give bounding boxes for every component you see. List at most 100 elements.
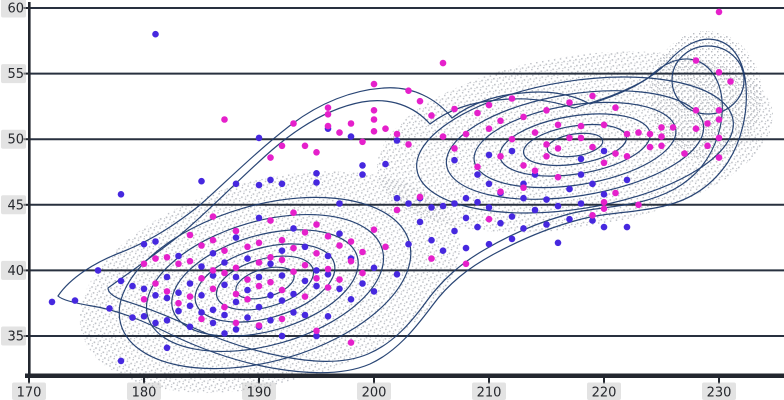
data-point-blue_points (71, 297, 79, 304)
data-point-magenta_points (692, 107, 700, 114)
data-point-blue_points (347, 296, 355, 303)
data-point-magenta_points (612, 189, 619, 197)
data-point-magenta_points (658, 133, 665, 140)
data-point-magenta_points (623, 130, 631, 138)
data-point-magenta_points (152, 255, 159, 262)
data-point-magenta_points (393, 206, 401, 214)
data-point-blue_points (232, 273, 240, 281)
data-point-blue_points (405, 240, 412, 248)
data-point-magenta_points (658, 124, 665, 131)
data-point-magenta_points (336, 276, 343, 283)
data-point-blue_points (186, 323, 194, 331)
data-point-magenta_points (278, 142, 286, 150)
data-point-blue_points (255, 181, 263, 189)
data-point-blue_points (267, 317, 274, 324)
data-point-blue_points (152, 238, 159, 245)
data-point-magenta_points (439, 133, 447, 140)
data-point-magenta_points (543, 153, 550, 160)
data-point-magenta_points (221, 303, 228, 311)
data-point-magenta_points (370, 226, 378, 233)
data-point-blue_points (140, 313, 148, 320)
data-point-magenta_points (428, 112, 435, 119)
data-point-magenta_points (612, 150, 619, 157)
data-point-magenta_points (715, 8, 723, 16)
data-point-blue_points (462, 244, 470, 252)
data-point-magenta_points (336, 242, 343, 249)
data-point-blue_points (359, 171, 366, 178)
axis-spines (25, 2, 784, 378)
x-tick-label-box (127, 382, 161, 400)
data-point-blue_points (313, 170, 320, 177)
y-tick-label-box (1, 0, 26, 18)
data-point-blue_points (600, 223, 608, 231)
data-point-magenta_points (554, 121, 562, 129)
data-point-magenta_points (589, 143, 596, 151)
data-point-magenta_points (278, 286, 286, 294)
data-point-magenta_points (221, 247, 228, 254)
data-point-blue_points (255, 134, 263, 142)
data-point-magenta_points (704, 120, 711, 127)
data-point-blue_points (301, 243, 309, 251)
data-point-blue_points (474, 171, 481, 178)
data-point-blue_points (485, 204, 493, 211)
data-point-magenta_points (566, 99, 573, 106)
data-point-magenta_points (152, 280, 159, 287)
data-point-blue_points (324, 252, 332, 260)
data-point-blue_points (313, 179, 320, 186)
data-point-blue_points (198, 263, 205, 270)
x-tick-label-200: 200 (362, 386, 387, 400)
data-point-magenta_points (727, 78, 734, 85)
data-point-blue_points (508, 147, 516, 155)
data-point-magenta_points (370, 107, 378, 114)
data-point-blue_points (600, 147, 608, 155)
data-point-magenta_points (589, 92, 596, 100)
data-point-magenta_points (232, 264, 240, 272)
data-point-magenta_points (313, 275, 320, 282)
data-point-blue_points (221, 259, 228, 266)
data-point-magenta_points (324, 265, 332, 273)
data-point-magenta_points (612, 104, 619, 111)
data-point-magenta_points (278, 315, 286, 323)
data-point-magenta_points (692, 57, 700, 64)
data-point-magenta_points (244, 296, 251, 303)
y-tick-label-box (1, 64, 26, 84)
data-point-blue_points (129, 282, 136, 290)
data-point-blue_points (416, 218, 424, 226)
x-tick-label-box (242, 382, 276, 400)
data-point-magenta_points (232, 290, 240, 298)
x-tick-label-230: 230 (707, 386, 732, 400)
data-point-blue_points (278, 180, 286, 188)
data-point-blue_points (359, 162, 366, 169)
data-point-magenta_points (462, 260, 470, 268)
data-point-magenta_points (382, 125, 389, 132)
data-point-magenta_points (198, 275, 205, 282)
tick-labels: 35 40 45 50 55 60 170 180 190 200 210 220 230 (1, 0, 736, 400)
data-point-blue_points (278, 247, 286, 254)
data-point-magenta_points (485, 215, 493, 223)
data-point-blue_points (623, 176, 631, 184)
data-point-blue_points (255, 214, 263, 222)
data-point-magenta_points (497, 117, 504, 125)
data-point-blue_points (140, 240, 148, 248)
y-tick-label-box (1, 326, 26, 346)
data-point-magenta_points (416, 97, 424, 105)
data-point-magenta_points (428, 255, 435, 262)
data-point-blue_points (290, 225, 297, 232)
data-point-blue_points (232, 326, 240, 333)
data-point-blue_points (554, 239, 562, 247)
data-point-blue_points (577, 155, 585, 163)
data-point-magenta_points (301, 142, 309, 150)
data-point-blue_points (244, 286, 251, 294)
data-point-magenta_points (393, 130, 401, 138)
scatter-points (48, 8, 734, 365)
data-point-magenta_points (451, 145, 458, 152)
data-point-magenta_points (681, 150, 688, 157)
x-tick-label-180: 180 (132, 386, 157, 400)
data-point-blue_points (405, 200, 412, 207)
data-point-magenta_points (347, 120, 355, 127)
data-point-blue_points (129, 314, 136, 321)
x-tick-label-170: 170 (17, 386, 42, 400)
data-point-blue_points (462, 194, 470, 202)
gridlines (29, 7, 784, 337)
